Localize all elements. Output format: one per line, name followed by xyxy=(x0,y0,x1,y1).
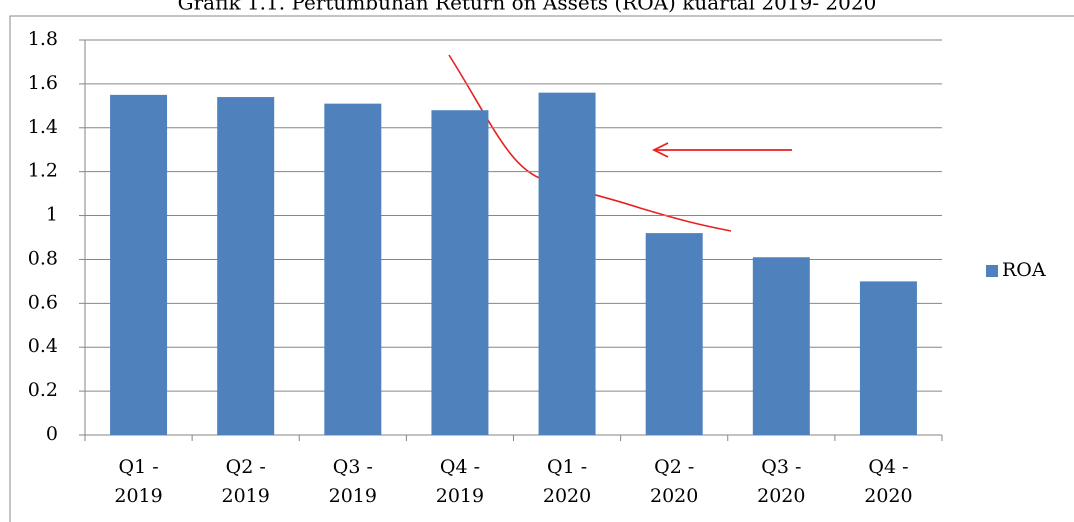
y-tick-label: 1.8 xyxy=(28,28,58,50)
x-tick-label: Q1 - xyxy=(547,456,587,478)
bar xyxy=(431,110,489,435)
y-tick-label: 0.8 xyxy=(28,247,58,269)
x-tick-label: 2019 xyxy=(114,485,162,507)
x-tick-label: 2020 xyxy=(650,485,698,507)
x-tick-label: 2019 xyxy=(329,485,377,507)
x-tick-label: 2019 xyxy=(436,485,484,507)
x-tick-label: Q4 - xyxy=(440,456,480,478)
x-tick-label: Q3 - xyxy=(333,456,373,478)
x-tick-label: Q4 - xyxy=(868,456,908,478)
bar xyxy=(538,92,596,436)
bar xyxy=(324,103,382,435)
x-tick-label: Q1 - xyxy=(119,456,159,478)
annotation-arrowhead xyxy=(651,142,669,158)
legend-label: ROA xyxy=(1002,259,1046,281)
chart-title: Grafik 1.1. Pertumbuhan Return on Assets… xyxy=(178,0,877,15)
x-tick-label: 2020 xyxy=(543,485,591,507)
y-tick-label: 1.2 xyxy=(28,160,58,182)
y-tick-label: 0 xyxy=(46,423,58,445)
x-tick-label: Q2 - xyxy=(226,456,266,478)
x-tick-label: 2020 xyxy=(757,485,805,507)
chart-border xyxy=(9,15,1074,522)
y-tick-label: 0.6 xyxy=(28,291,58,313)
bar xyxy=(217,97,275,436)
legend-swatch xyxy=(986,265,998,277)
y-tick-label: 0.4 xyxy=(28,335,58,357)
x-tick-label: 2019 xyxy=(222,485,270,507)
bar xyxy=(645,233,703,435)
bar xyxy=(110,94,168,435)
x-tick-label: 2020 xyxy=(864,485,912,507)
y-tick-label: 1 xyxy=(46,204,58,226)
y-tick-label: 1.6 xyxy=(28,72,58,94)
x-tick-label: Q2 - xyxy=(654,456,694,478)
y-tick-label: 1.4 xyxy=(28,116,58,138)
x-tick-label: Q3 - xyxy=(761,456,801,478)
bar xyxy=(859,281,917,435)
y-tick-label: 0.2 xyxy=(28,379,58,401)
bar xyxy=(752,257,810,435)
